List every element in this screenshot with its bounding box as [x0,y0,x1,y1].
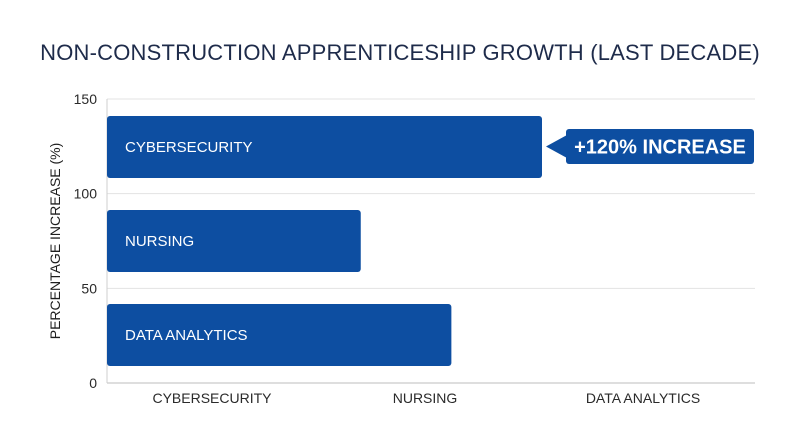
callout-box [566,129,754,164]
value-tick-label: 100 [74,186,98,202]
y-axis-label: PERCENTAGE INCREASE (%) [47,143,63,340]
value-tick-label: 50 [81,280,97,296]
value-axis-ticks: 0 50 100 150 [74,91,98,391]
category-axis-label: DATA ANALYTICS [586,390,700,406]
callout-pointer [546,135,567,158]
annotation-callout: +120% INCREASE [546,129,754,164]
bar [107,116,542,178]
bar-label: CYBERSECURITY [125,139,253,156]
category-axis-labels: CYBERSECURITY NURSING DATA ANALYTICS [152,390,700,406]
callout-label: +120% INCREASE [574,137,746,159]
value-tick-label: 0 [89,375,97,391]
value-tick-label: 150 [74,91,98,107]
bar-label: DATA ANALYTICS [125,327,248,344]
bar [107,304,452,366]
chart-title: NON-CONSTRUCTION APPRENTICESHIP GROWTH (… [40,40,760,65]
bars: CYBERSECURITY NURSING DATA ANALYTICS [107,116,542,366]
category-axis-label: CYBERSECURITY [152,390,272,406]
bar-label: NURSING [125,233,194,250]
category-axis-label: NURSING [393,390,458,406]
bar [107,210,361,272]
